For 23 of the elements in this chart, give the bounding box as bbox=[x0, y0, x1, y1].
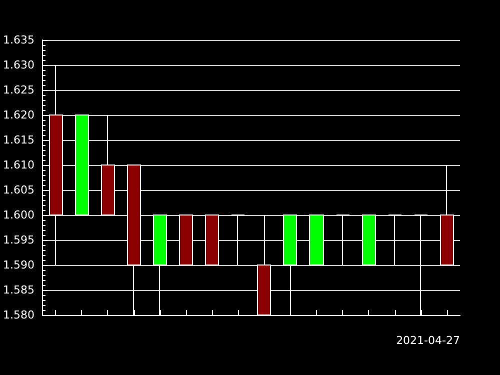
candlestick bbox=[179, 214, 193, 266]
candlestick bbox=[440, 164, 454, 266]
y-tick-label: 1.615 bbox=[2, 134, 34, 146]
x-axis-title: 2021-04-27 bbox=[396, 334, 460, 347]
candlestick bbox=[388, 214, 402, 266]
y-tick-label: 1.630 bbox=[2, 58, 34, 72]
candlestick bbox=[362, 214, 376, 266]
y-tick-label: 1.580 bbox=[2, 308, 34, 322]
candlestick bbox=[231, 214, 245, 266]
candlestick bbox=[336, 214, 350, 266]
y-tick-label: 1.595 bbox=[2, 234, 34, 246]
candlestick bbox=[309, 214, 324, 266]
candlestick bbox=[205, 214, 219, 266]
y-tick-label: 1.625 bbox=[2, 84, 34, 96]
y-tick-label: 1.605 bbox=[2, 184, 34, 196]
y-tick-label: 1.600 bbox=[2, 208, 34, 222]
y-tick-label: 1.635 bbox=[2, 34, 34, 46]
y-tick-label: 1.620 bbox=[2, 108, 34, 122]
y-tick-label: 1.585 bbox=[2, 284, 34, 296]
candlestick bbox=[101, 114, 115, 216]
y-tick-label: 1.590 bbox=[2, 258, 34, 272]
candlestick bbox=[75, 114, 89, 216]
y-tick-label: 1.610 bbox=[2, 158, 34, 172]
